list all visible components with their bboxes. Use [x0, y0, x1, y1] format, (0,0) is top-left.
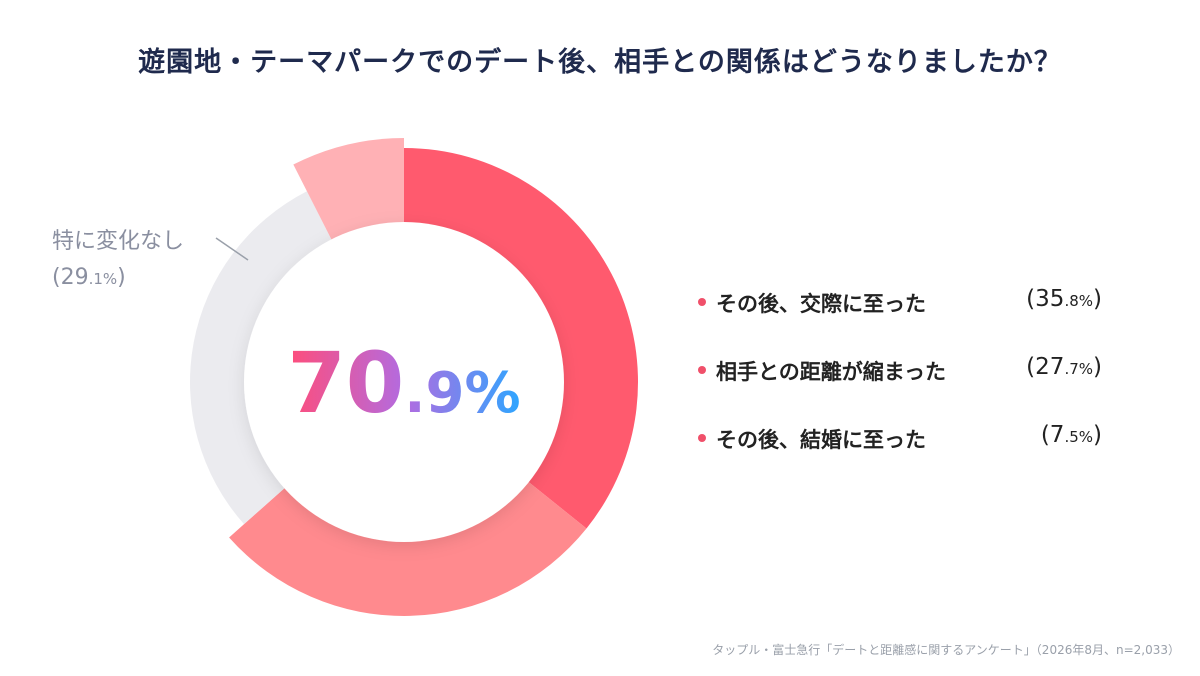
legend-item-married: その後、結婚に至った (7.5%)	[698, 420, 1118, 458]
legend-item-relationship: その後、交際に至った (35.8%)	[698, 284, 1118, 322]
legend-value: (27.7%)	[1026, 354, 1102, 380]
source-note: タップル・富士急行「デートと距離感に関するアンケート」（2026年8月、n=2,…	[712, 643, 1180, 657]
legend-label: その後、結婚に至った	[716, 428, 926, 452]
legend-bullet	[698, 434, 706, 442]
center-value: 70.9%	[287, 334, 520, 432]
unchanged-label-text: 特に変化なし	[52, 229, 185, 254]
unchanged-label: 特に変化なし (29.1%)	[52, 224, 184, 297]
outside-label-leader	[215, 237, 249, 261]
legend-value-decimal: .5%	[1064, 428, 1094, 446]
unchanged-value-decimal: .1%	[88, 270, 118, 288]
unchanged-value-main: 29	[60, 265, 89, 290]
legend-item-closer: 相手との距離が縮まった (27.7%)	[698, 352, 1118, 390]
legend-value-decimal: .7%	[1064, 360, 1094, 378]
legend-value-decimal: .8%	[1064, 292, 1094, 310]
center-value-main: 70	[287, 334, 404, 432]
center-value-decimal: .9%	[404, 361, 520, 426]
legend-value: (7.5%)	[1040, 422, 1102, 448]
legend-value-main: 27	[1035, 354, 1065, 380]
legend-value: (35.8%)	[1026, 286, 1102, 312]
chart-title: 遊園地・テーマパークでのデート後、相手との関係はどうなりましたか？	[138, 47, 1062, 78]
slice-unchanged	[190, 191, 336, 525]
legend-label: その後、交際に至った	[716, 292, 926, 316]
donut-hole	[244, 222, 564, 542]
legend-bullet	[698, 366, 706, 374]
unchanged-label-value: (29.1%)	[52, 265, 126, 290]
legend-value-main: 7	[1049, 422, 1065, 448]
slice-married	[293, 138, 404, 249]
legend: その後、交際に至った (35.8%) 相手との距離が縮まった (27.7%) そ…	[698, 284, 1118, 488]
legend-label: 相手との距離が縮まった	[716, 360, 946, 384]
legend-value-main: 35	[1035, 286, 1065, 312]
legend-bullet	[698, 298, 706, 306]
